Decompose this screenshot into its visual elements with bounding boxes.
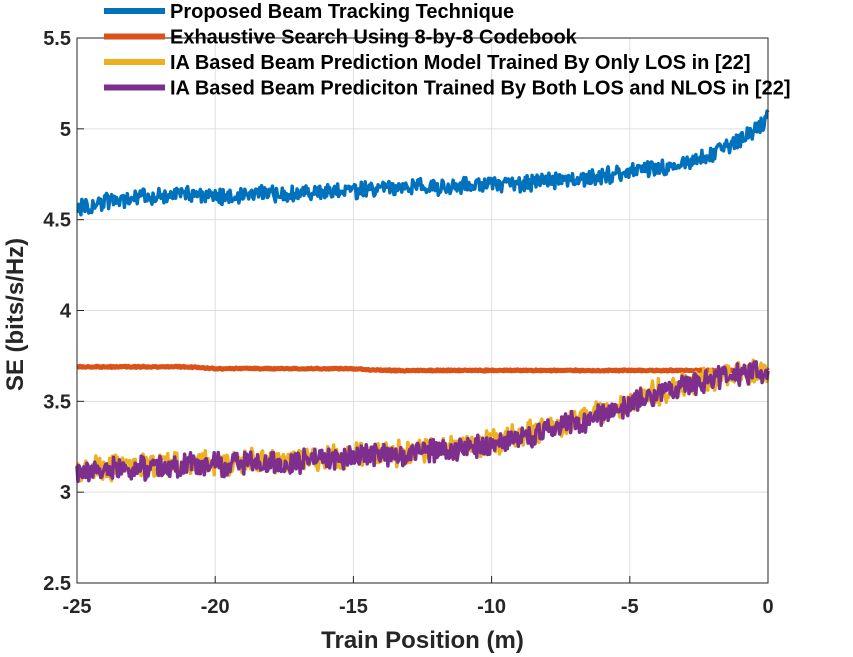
y-tick-label: 3.5	[43, 391, 71, 413]
legend: Proposed Beam Tracking Technique Exhausti…	[104, 1, 790, 100]
series-line-1	[76, 109, 770, 217]
y-tick-label: 5.5	[43, 28, 71, 50]
series-line-2	[75, 363, 770, 374]
plot-series	[75, 109, 770, 484]
x-tick-label: 0	[762, 596, 773, 618]
y-tick-label: 2.5	[43, 573, 71, 595]
x-axis-ticks: -25 -20 -15 -10 -5 0	[63, 576, 774, 618]
y-tick-label: 4.5	[43, 210, 71, 232]
y-axis-ticks: 2.5 3 3.5 4 4.5 5 5.5	[43, 28, 84, 595]
x-tick-label: -5	[621, 596, 639, 618]
grid	[76, 37, 769, 584]
x-tick-label: -25	[63, 596, 92, 618]
series-line-4	[75, 360, 770, 484]
legend-entry-3: IA Based Beam Prediction Model Trained B…	[170, 52, 751, 74]
legend-entry-1: Proposed Beam Tracking Technique	[170, 1, 514, 23]
y-tick-label: 3	[60, 482, 71, 504]
x-tick-label: -20	[201, 596, 230, 618]
x-axis-label: Train Position (m)	[321, 627, 524, 654]
legend-entry-2: Exhaustive Search Using 8-by-8 Codebook	[170, 27, 578, 49]
legend-entry-4: IA Based Beam Prediciton Trained By Both…	[170, 78, 790, 100]
y-tick-label: 4	[60, 301, 72, 323]
x-tick-label: -10	[477, 596, 506, 618]
x-tick-label: -15	[339, 596, 368, 618]
y-tick-label: 5	[60, 119, 71, 141]
y-axis-label: SE (bits/s/Hz)	[2, 238, 29, 391]
